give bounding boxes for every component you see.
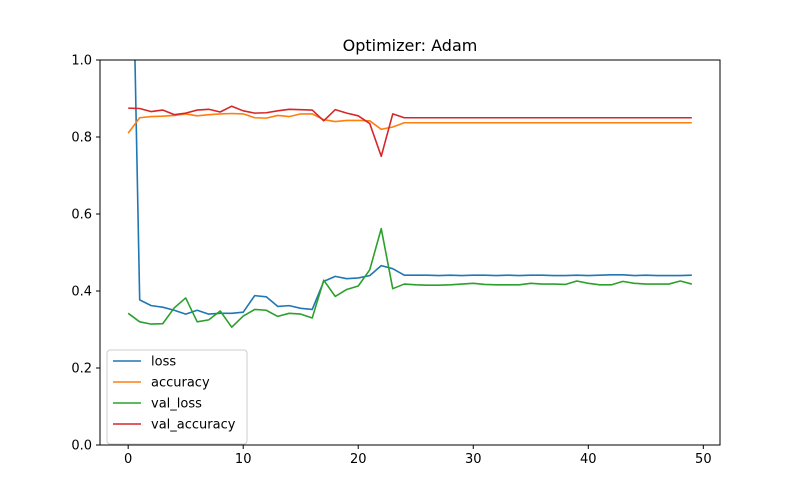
legend-label-accuracy: accuracy bbox=[151, 376, 210, 391]
x-tick-label: 50 bbox=[695, 452, 712, 467]
y-tick-label: 0.2 bbox=[71, 362, 92, 377]
x-tick-label: 10 bbox=[235, 452, 252, 467]
y-axis-ticks: 0.0 0.2 0.4 0.6 0.8 1.0 bbox=[71, 54, 100, 454]
x-tick-label: 40 bbox=[580, 452, 597, 467]
legend-label-val-loss: val_loss bbox=[151, 397, 202, 412]
x-tick-label: 20 bbox=[350, 452, 367, 467]
legend-box bbox=[106, 349, 248, 445]
series-layer bbox=[127, 60, 693, 328]
y-tick-label: 0.6 bbox=[71, 208, 92, 223]
y-tick-label: 1.0 bbox=[71, 54, 92, 69]
legend-label-loss: loss bbox=[151, 355, 176, 370]
y-tick-label: 0.8 bbox=[71, 131, 92, 146]
y-tick-label: 0.0 bbox=[71, 439, 92, 454]
y-tick-label: 0.4 bbox=[71, 285, 92, 300]
series-line-accuracy bbox=[127, 112, 692, 134]
series-line-val-loss bbox=[127, 227, 693, 328]
x-axis-ticks: 0 10 20 30 40 50 bbox=[124, 445, 712, 467]
series-line-val-accuracy bbox=[128, 105, 692, 158]
plot-frame bbox=[99, 59, 721, 446]
legend-label-val-accuracy: val_accuracy bbox=[151, 418, 236, 433]
x-tick-label: 30 bbox=[465, 452, 482, 467]
chart-title: Optimizer: Adam bbox=[343, 36, 478, 55]
x-tick-label: 0 bbox=[124, 452, 132, 467]
legend: loss accuracy val_loss val_accuracy bbox=[106, 349, 248, 445]
